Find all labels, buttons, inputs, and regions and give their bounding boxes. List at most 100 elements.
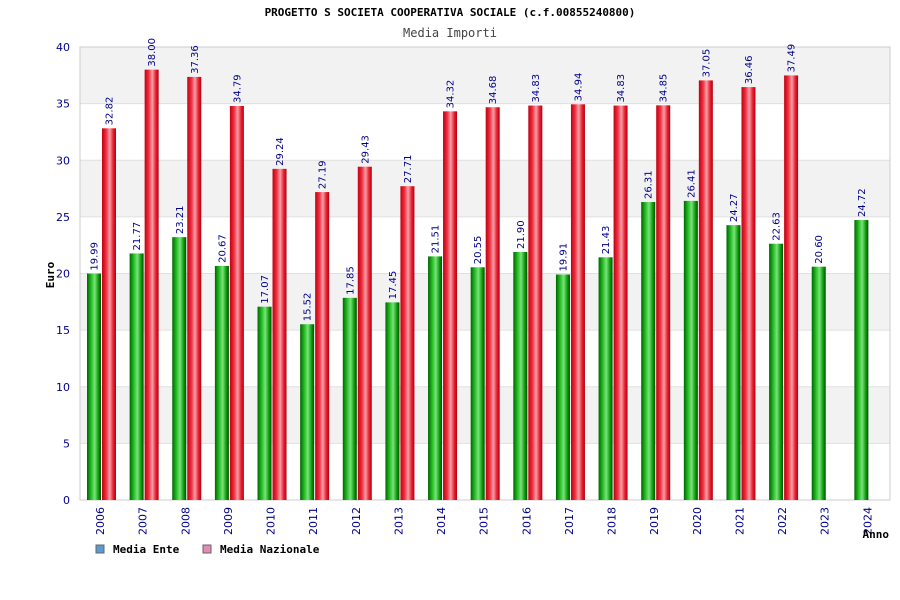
x-tick-label: 2013 xyxy=(392,507,405,535)
y-tick-label: 30 xyxy=(56,154,70,167)
value-label-media-nazionale: 34.83 xyxy=(616,74,627,103)
value-label-media-ente: 26.41 xyxy=(686,169,697,198)
value-label-media-nazionale: 38.00 xyxy=(147,38,158,67)
x-tick-label: 2009 xyxy=(222,507,235,535)
value-label-media-nazionale: 29.24 xyxy=(275,137,286,166)
bar-media-ente xyxy=(811,266,826,500)
plot-band xyxy=(80,216,890,274)
y-tick-label: 35 xyxy=(56,98,70,111)
value-label-media-ente: 21.43 xyxy=(601,226,612,255)
plot-band xyxy=(80,160,890,217)
value-label-media-nazionale: 29.43 xyxy=(360,135,371,164)
bar-media-ente xyxy=(555,274,570,500)
plot-band xyxy=(80,330,890,387)
x-tick-label: 2022 xyxy=(776,507,789,535)
plot-background xyxy=(79,46,891,501)
bar-media-ente xyxy=(257,306,272,500)
bar-media-nazionale xyxy=(187,76,202,500)
y-tick-label: 40 xyxy=(56,41,70,54)
bar-media-ente xyxy=(129,253,144,500)
bar-media-nazionale xyxy=(443,111,458,501)
plot-band xyxy=(80,103,890,161)
bar-media-nazionale xyxy=(613,105,628,501)
bar-media-nazionale xyxy=(357,166,372,500)
bar-media-ente xyxy=(641,202,656,500)
legend-swatch-media-ente xyxy=(95,544,105,554)
bar-media-nazionale xyxy=(784,75,799,500)
bar-media-ente xyxy=(87,273,101,500)
bar-media-ente xyxy=(428,256,443,500)
value-label-media-ente: 19.91 xyxy=(558,243,569,272)
x-tick-label: 2018 xyxy=(606,507,619,535)
plot-band xyxy=(80,273,890,331)
bar-media-nazionale xyxy=(400,186,415,500)
value-label-media-nazionale: 34.85 xyxy=(659,74,670,103)
value-label-media-ente: 17.07 xyxy=(260,275,271,304)
x-axis-ticks: 2006 2007 2008 2009 2010 2011 2012 2013 2014 2015… xyxy=(94,507,874,535)
bar-media-nazionale xyxy=(570,104,585,500)
chart-title: PROGETTO S SOCIETA COOPERATIVA SOCIALE (… xyxy=(265,6,636,19)
legend-label-media-nazionale: Media Nazionale xyxy=(220,543,320,556)
x-tick-label: 2017 xyxy=(563,507,576,535)
value-label-media-nazionale: 32.82 xyxy=(105,97,116,126)
y-axis-ticks: 0 5 10 15 20 25 30 35 40 xyxy=(56,41,70,507)
bar-media-ente xyxy=(854,220,869,500)
y-tick-label: 0 xyxy=(63,494,70,507)
x-tick-label: 2019 xyxy=(648,507,661,535)
plot-border xyxy=(79,46,891,501)
x-axis-label: Anno xyxy=(863,528,890,541)
x-tick-label: 2016 xyxy=(520,507,533,535)
x-tick-label: 2011 xyxy=(307,507,320,535)
bar-media-nazionale xyxy=(528,105,543,501)
value-label-media-nazionale: 27.19 xyxy=(318,160,329,189)
value-label-media-ente: 15.52 xyxy=(303,293,314,322)
value-label-media-ente: 26.31 xyxy=(644,170,655,199)
value-label-media-nazionale: 34.94 xyxy=(573,73,584,102)
value-label-media-ente: 19.99 xyxy=(90,242,101,271)
bar-media-ente xyxy=(385,302,400,500)
y-tick-label: 25 xyxy=(56,211,70,224)
y-tick-label: 10 xyxy=(56,381,70,394)
x-tick-label: 2006 xyxy=(94,507,107,535)
bars xyxy=(87,69,869,501)
bar-media-nazionale xyxy=(656,105,671,500)
value-label-media-nazionale: 34.79 xyxy=(232,74,243,103)
value-labels: 19.99 32.82 21.77 38.00 23.21 37.36 20.67 34.79… xyxy=(90,38,868,321)
bar-media-ente xyxy=(172,237,187,501)
value-label-media-ente: 21.90 xyxy=(516,220,527,249)
x-tick-label: 2021 xyxy=(733,507,746,535)
bar-media-ente xyxy=(300,324,315,500)
legend-label-media-ente: Media Ente xyxy=(113,543,180,556)
value-label-media-nazionale: 34.32 xyxy=(446,80,457,109)
plot-band xyxy=(80,386,890,444)
y-tick-label: 15 xyxy=(56,324,70,337)
bar-media-ente xyxy=(342,297,357,500)
value-label-media-ente: 20.67 xyxy=(217,234,228,263)
bar-media-ente xyxy=(513,251,528,500)
value-label-media-ente: 17.45 xyxy=(388,271,399,300)
value-label-media-nazionale: 37.36 xyxy=(190,45,201,74)
value-label-media-nazionale: 34.68 xyxy=(488,76,499,105)
value-label-media-ente: 23.21 xyxy=(175,206,186,235)
bar-media-nazionale xyxy=(272,168,287,500)
y-axis-label: Euro xyxy=(44,261,57,288)
x-tick-label: 2023 xyxy=(819,507,832,535)
chart-subtitle: Media Importi xyxy=(403,26,497,40)
x-tick-label: 2014 xyxy=(435,507,448,535)
plot-band xyxy=(80,47,890,104)
value-label-media-ente: 24.72 xyxy=(857,188,868,217)
bar-media-ente xyxy=(769,243,784,500)
bar-media-nazionale xyxy=(698,80,713,500)
bar-media-nazionale xyxy=(315,192,330,501)
legend: Media Ente Media Nazionale xyxy=(95,543,320,556)
x-tick-label: 2012 xyxy=(350,507,363,535)
value-label-media-ente: 20.60 xyxy=(814,235,825,264)
x-tick-label: 2015 xyxy=(478,507,491,535)
legend-swatch-media-nazionale xyxy=(202,544,212,554)
value-label-media-ente: 24.27 xyxy=(729,194,740,223)
bar-media-ente xyxy=(598,257,613,500)
bar-media-ente xyxy=(470,267,485,500)
bar-media-nazionale xyxy=(741,87,756,500)
value-label-media-nazionale: 37.49 xyxy=(787,44,798,73)
